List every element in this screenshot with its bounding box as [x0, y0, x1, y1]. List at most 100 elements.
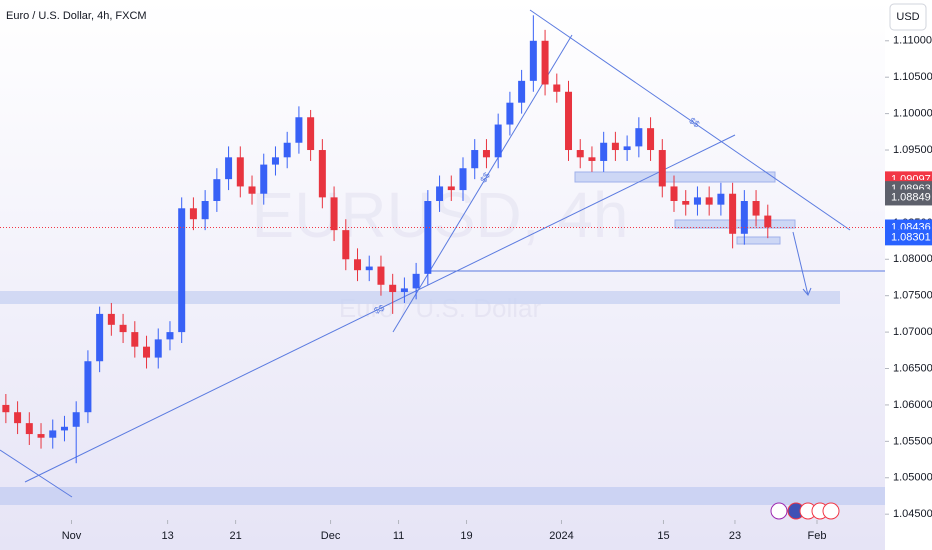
y-tick-label: 1.10000 [893, 108, 932, 120]
candle-body [658, 150, 666, 187]
candle-body [635, 128, 643, 147]
candle-body [670, 186, 678, 202]
currency-button[interactable] [889, 3, 927, 31]
candle-body [447, 186, 455, 191]
candle-body [729, 193, 737, 234]
candle-body [365, 266, 373, 271]
candle-body [764, 215, 772, 228]
y-tick-label: 1.05500 [893, 435, 932, 447]
zone [736, 236, 781, 245]
candle-body [107, 313, 115, 325]
x-tick-label: 13 [161, 530, 173, 542]
candle-body [611, 142, 619, 151]
y-tick-label: 1.07500 [893, 290, 932, 302]
candle-body [436, 186, 444, 202]
price-label: 1.08849 [891, 191, 931, 203]
candle-body [96, 313, 104, 362]
candle-body [682, 201, 690, 205]
x-tick-label: 2024 [549, 530, 573, 542]
candle-body [283, 142, 291, 158]
flags [770, 502, 840, 520]
x-tick-label: 21 [229, 530, 241, 542]
annotation: $$ [478, 171, 492, 185]
candle-body [576, 150, 584, 158]
zone [574, 171, 776, 183]
candle-body [84, 361, 92, 413]
candle-body [506, 102, 514, 125]
y-tick-label: 1.04500 [893, 508, 932, 520]
price-label: 1.08301 [891, 231, 931, 243]
candle-body [72, 412, 80, 427]
x-tick-label: 19 [460, 530, 472, 542]
candle-body [189, 208, 197, 220]
drawings [0, 9, 885, 498]
y-tick-label: 1.09500 [893, 144, 932, 156]
candle-body [588, 157, 596, 161]
x-tick-label: 11 [393, 530, 404, 542]
candle-body [178, 208, 186, 333]
candle-body [471, 150, 479, 169]
candle-body [25, 423, 33, 435]
candle-body [541, 40, 549, 85]
annotation: $$ [687, 115, 701, 129]
chart-title: Euro / U.S. Dollar, 4h, FXCM [6, 10, 147, 22]
candle-body [14, 412, 22, 424]
annotation: $$ [373, 303, 386, 316]
candle-body [37, 434, 45, 438]
y-tick-label: 1.05000 [893, 472, 932, 484]
candle-body [424, 201, 432, 274]
candle-body [307, 117, 315, 151]
candle-body [342, 230, 350, 260]
candle-body [166, 332, 174, 340]
candle-body [494, 124, 502, 158]
candle-body [2, 404, 10, 413]
x-tick-label: Feb [808, 530, 827, 542]
zone [0, 291, 840, 304]
candle-body [213, 179, 221, 202]
candle-body [518, 80, 526, 103]
y-tick-label: 1.08000 [893, 253, 932, 265]
candle-body [400, 288, 408, 293]
candle-body [600, 142, 608, 161]
zone [0, 487, 885, 505]
y-tick-label: 1.06500 [893, 362, 932, 374]
candle-body [565, 91, 573, 151]
candle-body [740, 201, 748, 234]
currency-label: USD [896, 11, 919, 23]
candle-body [201, 201, 209, 220]
price-label-box [885, 229, 932, 246]
x-tick-label: 23 [729, 530, 741, 542]
candle-body [271, 157, 279, 165]
candle-body [295, 117, 303, 143]
x-tick-label: 15 [657, 530, 669, 542]
candle-body [119, 324, 127, 333]
candle-body [647, 128, 655, 151]
candle-body [225, 157, 233, 180]
candle-body [248, 186, 256, 194]
candle-body [318, 150, 326, 198]
candle-body [154, 339, 162, 358]
candle-body [482, 150, 490, 158]
candle-body [752, 201, 760, 216]
candle-body [705, 197, 713, 205]
candle-body [412, 273, 420, 289]
y-tick-label: 1.07000 [893, 326, 932, 338]
candle-body [354, 259, 362, 271]
x-tick-label: Dec [321, 530, 341, 542]
candle-body [693, 197, 701, 205]
candle-body [623, 146, 631, 151]
price-label-box [885, 189, 932, 206]
candle-body [389, 284, 397, 293]
candle-body [260, 164, 268, 194]
candle-body [377, 266, 385, 285]
candle-body [717, 193, 725, 205]
candle-body [236, 157, 244, 187]
candle-body [553, 84, 561, 92]
candle-body [459, 168, 467, 191]
y-tick-label: 1.11000 [893, 35, 932, 47]
candle-body [131, 332, 139, 347]
candle-body [330, 197, 338, 231]
candle-body [143, 346, 151, 358]
